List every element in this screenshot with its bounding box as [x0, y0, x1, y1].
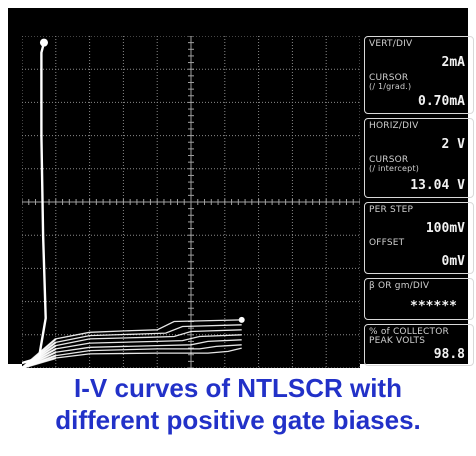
trigger-point — [238, 316, 245, 323]
caption-line-2: different positive gate biases. — [55, 405, 421, 435]
horiz-cursor-sublabel: (∕ intercept) — [369, 164, 420, 173]
snapback-peak-point — [39, 38, 48, 47]
iv-traces — [22, 38, 245, 368]
collector-value: 98.8 — [433, 347, 465, 362]
per-step-label: PER STEP — [369, 205, 414, 215]
caption-line-1: I-V curves of NTLSCR with — [74, 373, 402, 403]
horiz-div-value: 2 V — [441, 137, 465, 152]
iv-curve — [22, 334, 242, 368]
iv-curve — [22, 319, 242, 368]
beta-label: β OR gm/DIV — [369, 281, 430, 291]
offset-value: 0mV — [441, 254, 465, 269]
step-readout: PER STEP 100mV OFFSET 0mV — [364, 202, 474, 274]
figure-caption: I-V curves of NTLSCR with different posi… — [0, 372, 476, 436]
readout-panel: VERT/DIV 2mA CURSOR (∕ 1/grad.) 0.70mA H… — [364, 36, 476, 368]
vertical-readout: VERT/DIV 2mA CURSOR (∕ 1/grad.) 0.70mA — [364, 36, 474, 114]
iv-plot — [22, 36, 360, 368]
iv-curve — [22, 347, 242, 368]
horiz-div-label: HORIZ/DIV — [369, 121, 419, 131]
horiz-cursor-value: 13.04 V — [410, 178, 465, 193]
iv-curve — [22, 339, 242, 368]
offset-label: OFFSET — [369, 238, 405, 248]
vert-div-label: VERT/DIV — [369, 39, 413, 49]
vert-cursor-value: 0.70mA — [418, 94, 465, 109]
collector-label-2: PEAK VOLTS — [369, 336, 426, 346]
per-step-value: 100mV — [425, 221, 465, 236]
snapback-trace — [22, 42, 47, 365]
oscilloscope-screen: VERT/DIV 2mA CURSOR (∕ 1/grad.) 0.70mA H… — [8, 8, 474, 368]
horiz-cursor-label: CURSOR — [369, 155, 409, 165]
graticule-grid — [22, 36, 360, 368]
vert-cursor-label: CURSOR — [369, 73, 409, 83]
collector-readout: % of COLLECTOR PEAK VOLTS 98.8 — [364, 324, 474, 366]
beta-value: ****** — [410, 299, 457, 314]
vert-cursor-sublabel: (∕ 1/grad.) — [369, 82, 412, 91]
collector-label-1: % of COLLECTOR — [369, 327, 449, 337]
beta-readout: β OR gm/DIV ****** — [364, 278, 474, 320]
vert-div-value: 2mA — [441, 55, 465, 70]
horizontal-readout: HORIZ/DIV 2 V CURSOR (∕ intercept) 13.04… — [364, 118, 474, 198]
